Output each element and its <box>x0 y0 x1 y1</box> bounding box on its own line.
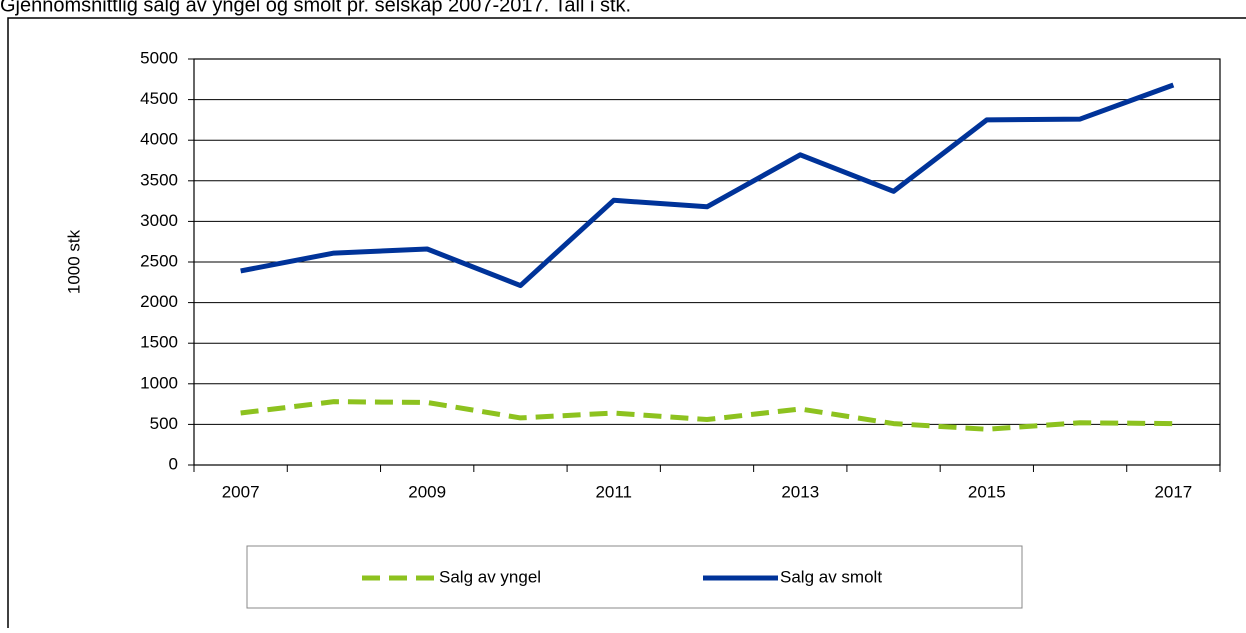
y-tick-label: 3500 <box>140 170 178 189</box>
x-tick-label: 2017 <box>1154 482 1192 501</box>
plot-area <box>193 58 1221 466</box>
y-tick-label: 2000 <box>140 292 178 311</box>
y-tick-label: 5000 <box>140 48 178 67</box>
data-line <box>240 399 1174 432</box>
y-tick-label: 500 <box>150 414 178 433</box>
y-tick-label: 0 <box>169 454 178 473</box>
x-tick-label: 2011 <box>595 482 632 501</box>
chart-title: Gjennomsnittlig salg av yngel og smolt p… <box>0 0 631 16</box>
legend-label: Salg av yngel <box>439 567 541 586</box>
x-tick-label: 2015 <box>968 482 1006 501</box>
y-tick-label: 1000 <box>140 373 178 392</box>
data-line <box>240 82 1175 289</box>
y-tick-label: 4500 <box>140 89 178 108</box>
y-tick-label: 4000 <box>140 130 178 149</box>
legend-label: Salg av smolt <box>780 567 882 586</box>
x-tick-label: 2013 <box>781 482 819 501</box>
y-tick-label: 3000 <box>140 211 178 230</box>
y-axis-label: 1000 stk <box>64 229 83 294</box>
x-tick-label: 2009 <box>408 482 446 501</box>
y-tick-label: 2500 <box>140 251 178 270</box>
y-tick-label: 1500 <box>140 333 178 352</box>
x-tick-label: 2007 <box>222 482 260 501</box>
